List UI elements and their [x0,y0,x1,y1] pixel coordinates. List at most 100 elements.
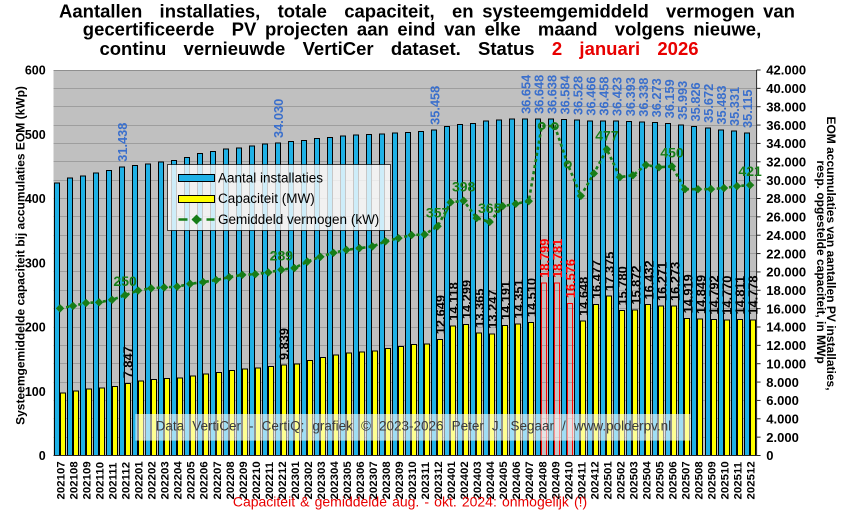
svg-text:202507: 202507 [680,461,692,499]
svg-text:14.191: 14.191 [498,281,513,320]
svg-text:36.338: 36.338 [636,78,651,117]
svg-text:202311: 202311 [420,462,432,500]
svg-text:14.510: 14.510 [524,278,539,317]
svg-text:34.030: 34.030 [271,99,286,138]
svg-text:14.000: 14.000 [766,320,806,335]
svg-text:202407: 202407 [524,461,536,499]
svg-text:36.584: 36.584 [558,74,573,114]
svg-text:398: 398 [452,179,476,195]
svg-text:202302: 202302 [303,461,315,499]
svg-text:Gemiddeld vermogen (kW): Gemiddeld vermogen (kW) [218,212,379,227]
svg-text:500: 500 [25,128,46,142]
svg-text:resp. opgestelde capaciteit, i: resp. opgestelde capaciteit, in MWp [814,160,828,363]
svg-text:202202: 202202 [147,461,159,499]
svg-text:13.247: 13.247 [485,290,500,329]
svg-text:202212: 202212 [277,461,289,499]
svg-text:14.811: 14.811 [732,276,747,314]
svg-text:12.649: 12.649 [433,295,448,334]
svg-text:202201: 202201 [134,461,146,499]
svg-text:400: 400 [25,192,46,206]
svg-text:8.000: 8.000 [766,375,799,390]
svg-text:26.000: 26.000 [766,210,806,225]
svg-text:202312: 202312 [433,461,445,499]
svg-text:202402: 202402 [459,461,471,499]
svg-text:202511: 202511 [733,462,745,500]
svg-text:16.271: 16.271 [654,262,669,301]
svg-text:289: 289 [270,248,294,264]
svg-text:32.000: 32.000 [766,154,806,169]
svg-text:14.299: 14.299 [459,280,474,319]
svg-text:Aantal installaties: Aantal installaties [218,170,323,185]
svg-text:202210: 202210 [251,461,263,499]
svg-text:202508: 202508 [694,461,706,499]
svg-text:202209: 202209 [238,461,250,499]
svg-text:202108: 202108 [69,461,81,499]
svg-text:100: 100 [25,385,46,399]
svg-text:18.000: 18.000 [766,283,806,298]
svg-text:202503: 202503 [628,461,640,499]
svg-text:12.000: 12.000 [766,338,806,353]
svg-text:0: 0 [766,448,773,463]
svg-text:202408: 202408 [537,461,549,499]
svg-text:421: 421 [738,163,762,179]
svg-text:202110: 202110 [95,462,107,500]
svg-text:36.273: 36.273 [649,78,664,117]
svg-text:7.847: 7.847 [120,346,135,378]
svg-text:20.000: 20.000 [766,265,806,280]
svg-text:202504: 202504 [641,461,653,500]
svg-text:600: 600 [25,64,46,78]
svg-text:24.000: 24.000 [766,228,806,243]
svg-text:36.648: 36.648 [532,75,547,114]
svg-text:18.799: 18.799 [537,239,552,278]
svg-text:35.993: 35.993 [675,81,690,120]
svg-text:202404: 202404 [485,461,497,500]
svg-text:300: 300 [25,256,46,270]
svg-text:36.423: 36.423 [610,77,625,116]
svg-text:35.483: 35.483 [714,85,729,124]
svg-text:36.159: 36.159 [662,79,677,118]
svg-text:202111: 202111 [108,462,120,499]
svg-text:0: 0 [39,449,46,463]
svg-text:202107: 202107 [56,461,68,499]
svg-text:202405: 202405 [498,461,510,499]
svg-text:16.477: 16.477 [589,260,604,299]
svg-text:35.826: 35.826 [688,82,703,121]
svg-text:202309: 202309 [394,461,406,499]
svg-text:28.000: 28.000 [766,191,806,206]
svg-text:200: 200 [25,321,46,335]
svg-text:202403: 202403 [472,461,484,499]
svg-text:35.115: 35.115 [740,90,755,128]
svg-text:202406: 202406 [511,461,523,499]
svg-text:202409: 202409 [550,461,562,499]
svg-text:35.458: 35.458 [427,86,442,125]
svg-text:10.000: 10.000 [766,356,806,371]
svg-text:202109: 202109 [82,461,94,499]
svg-text:35.672: 35.672 [701,84,716,123]
svg-text:42.000: 42.000 [766,63,806,78]
svg-text:35.331: 35.331 [727,87,742,126]
svg-text:202505: 202505 [654,461,666,499]
svg-text:202510: 202510 [720,461,732,499]
svg-text:16.432: 16.432 [641,260,656,299]
svg-text:36.393: 36.393 [623,77,638,116]
svg-text:202304: 202304 [329,461,341,500]
svg-text:36.638: 36.638 [545,75,560,114]
svg-text:202112: 202112 [121,462,133,500]
svg-text:202512: 202512 [746,461,758,499]
svg-text:Systeemgemiddelde capaciteit b: Systeemgemiddelde capaciteit bij accumul… [13,86,27,425]
svg-text:202502: 202502 [615,461,627,499]
svg-text:450: 450 [660,144,684,160]
svg-text:36.466: 36.466 [584,76,599,115]
svg-text:365: 365 [478,200,502,216]
svg-text:16.000: 16.000 [766,301,806,316]
svg-text:13.365: 13.365 [472,288,487,327]
svg-text:202211: 202211 [264,462,276,500]
svg-text:202307: 202307 [368,461,380,499]
svg-text:36.654: 36.654 [519,74,534,114]
svg-text:Aantallen installaties, tota: Aantallen installaties, totale capacitei… [59,0,795,21]
svg-text:17.375: 17.375 [602,252,617,291]
svg-text:14.919: 14.919 [680,274,695,313]
svg-text:202310: 202310 [407,461,419,499]
svg-text:14.648: 14.648 [576,277,591,316]
svg-text:477: 477 [595,127,619,143]
